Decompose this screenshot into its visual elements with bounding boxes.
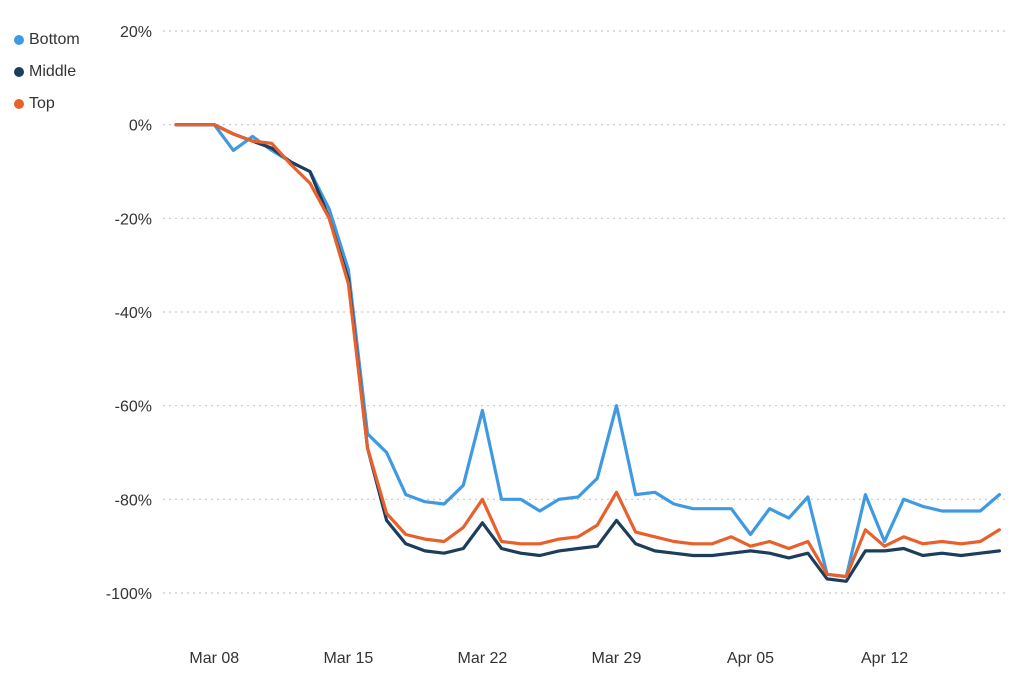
- legend-label-bottom: Bottom: [29, 31, 80, 48]
- y-tick-label: -20%: [115, 211, 152, 228]
- legend-item-middle[interactable]: Middle: [14, 56, 80, 88]
- legend-label-top: Top: [29, 95, 55, 112]
- y-tick-label: -100%: [106, 586, 152, 603]
- y-tick-label: -60%: [115, 399, 152, 416]
- x-tick-label: Mar 22: [458, 650, 508, 667]
- y-tick-label: 0%: [129, 118, 152, 135]
- x-tick-label: Mar 15: [323, 650, 373, 667]
- y-tick-label: -40%: [115, 305, 152, 322]
- x-tick-label: Apr 12: [861, 650, 908, 667]
- x-tick-label: Mar 29: [592, 650, 642, 667]
- legend-item-bottom[interactable]: Bottom: [14, 24, 80, 56]
- legend-dot-top: [14, 99, 24, 109]
- y-tick-label: 20%: [120, 24, 152, 41]
- legend-label-middle: Middle: [29, 63, 77, 80]
- x-tick-label: Apr 05: [727, 650, 774, 667]
- series-line-bottom: [174, 123, 1002, 579]
- legend-dot-bottom: [14, 35, 24, 45]
- legend: Bottom Middle Top: [14, 24, 80, 120]
- y-tick-label: -80%: [115, 492, 152, 509]
- series-line-middle: [174, 123, 1002, 583]
- legend-item-top[interactable]: Top: [14, 88, 80, 120]
- series-line-top: [174, 123, 1002, 579]
- legend-dot-middle: [14, 67, 24, 77]
- x-tick-label: Mar 08: [189, 650, 239, 667]
